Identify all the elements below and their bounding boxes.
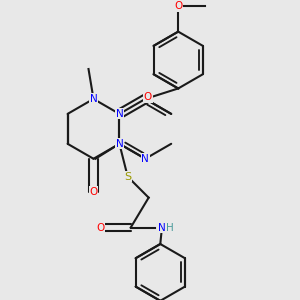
- Text: O: O: [89, 187, 98, 197]
- Text: O: O: [144, 92, 152, 102]
- Text: O: O: [174, 1, 182, 11]
- Text: O: O: [97, 223, 105, 232]
- Text: N: N: [158, 223, 166, 232]
- Text: N: N: [141, 154, 149, 164]
- Text: N: N: [116, 109, 123, 119]
- Text: H: H: [167, 223, 174, 232]
- Text: S: S: [124, 172, 131, 182]
- Text: N: N: [90, 94, 98, 104]
- Text: N: N: [116, 139, 123, 149]
